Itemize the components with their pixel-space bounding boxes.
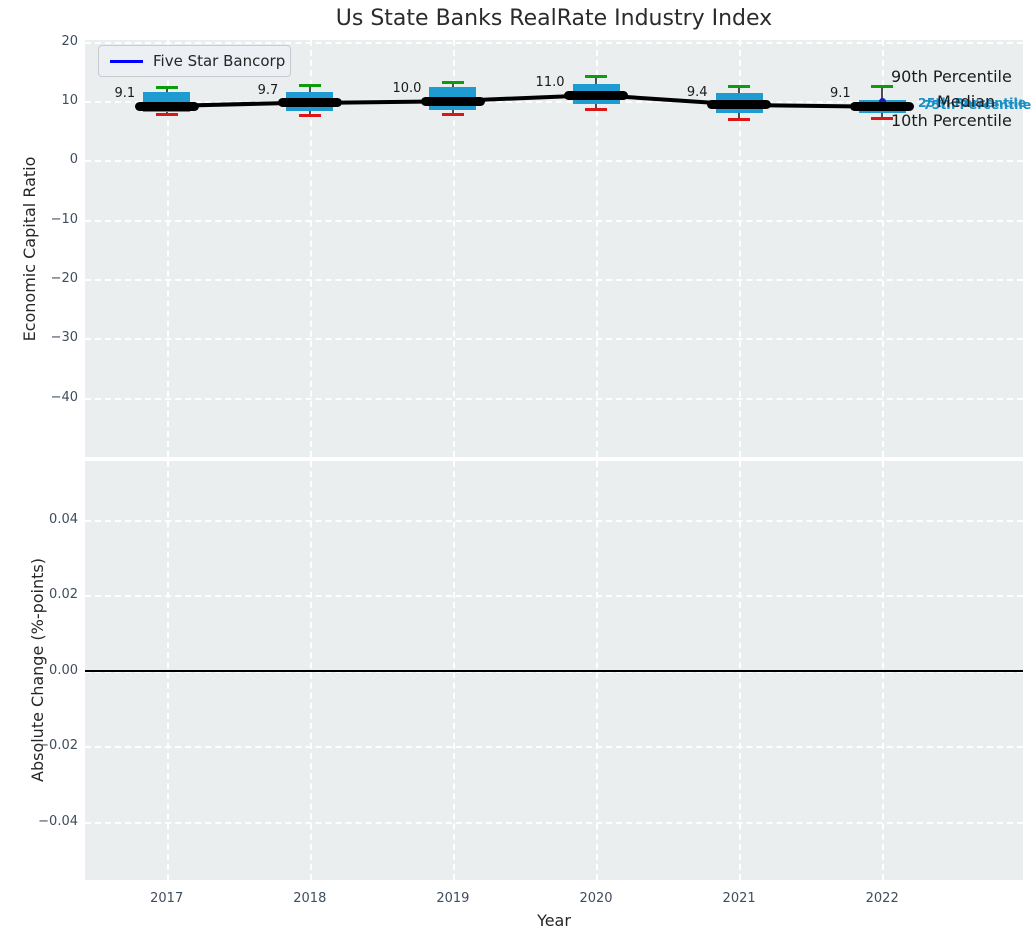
x-tick-label: 2019: [436, 891, 470, 906]
bottom-axes-plot-area: [85, 461, 1023, 880]
x-tick-label: 2018: [293, 891, 327, 906]
boxplot-10th-cap: [871, 116, 894, 120]
annotation-25th-percentile: 25th Percentile: [918, 95, 1027, 110]
annotation-median: Median: [937, 92, 996, 111]
gridline-vertical: [739, 40, 742, 457]
legend-line-sample-icon: [110, 59, 143, 63]
boxplot-90th-cap: [155, 85, 178, 89]
gridline-vertical: [882, 40, 885, 457]
gridline-vertical: [309, 40, 312, 457]
median-capsule: [277, 98, 342, 108]
x-axis-label: Year: [537, 911, 571, 930]
bottom-y-tick-label: 0.04: [49, 511, 78, 527]
zero-reference-line: [85, 669, 1023, 672]
gridline-horizontal: [85, 670, 1023, 673]
top-y-axis-label: Economic Capital Ratio: [20, 156, 39, 342]
boxplot-90th-cap: [298, 84, 321, 88]
x-tick-label: 2020: [579, 891, 613, 906]
top-axes-plot-area: 9.1 9.7 10.0 11.0 9.4 9.1: [85, 40, 1023, 457]
bottom-y-tick-label: −0.04: [38, 813, 78, 829]
median-capsule: [134, 101, 199, 111]
top-y-tick-label: −10: [50, 211, 78, 227]
boxplot-90th-cap: [585, 74, 607, 78]
gridline-horizontal: [85, 821, 1023, 824]
boxplot-10th-cap: [441, 113, 464, 117]
gridline-horizontal: [85, 101, 1023, 103]
boxplot-10th-cap: [155, 113, 178, 117]
top-y-tick-label: −40: [50, 389, 78, 405]
boxplot-90th-cap: [728, 85, 751, 89]
gridline-horizontal: [85, 278, 1023, 281]
chart-title: Us State Banks RealRate Industry Index: [335, 6, 773, 31]
boxplot-10th-cap: [585, 107, 607, 111]
top-y-tick-label: −30: [50, 330, 78, 346]
top-y-tick-label: 0: [69, 152, 78, 168]
point-value-label: 9.1: [830, 86, 851, 102]
gridline-horizontal: [85, 595, 1023, 598]
gridline-horizontal: [85, 219, 1023, 222]
gridline-horizontal: [85, 519, 1023, 522]
legend-label: Five Star Bancorp: [153, 52, 286, 70]
boxplot-90th-cap: [871, 85, 894, 89]
boxplot-90th-cap: [441, 80, 464, 84]
point-value-label: 11.0: [535, 75, 565, 91]
top-y-tick-label: 20: [61, 33, 78, 49]
gridline-vertical: [452, 40, 455, 457]
boxplot-10th-cap: [728, 118, 751, 122]
gridline-horizontal: [85, 160, 1023, 163]
top-y-tick-label: 10: [61, 93, 78, 108]
gridline-horizontal: [85, 746, 1023, 749]
median-capsule: [707, 100, 772, 110]
bottom-y-tick-label: −0.02: [38, 738, 78, 754]
gridline-horizontal: [85, 338, 1023, 341]
gridline-vertical: [166, 40, 169, 457]
x-tick-label: 2022: [865, 891, 899, 906]
top-y-tick-label: −20: [50, 270, 78, 286]
x-tick-label: 2021: [722, 891, 756, 906]
annotation-90th-percentile: 90th Percentile: [891, 67, 1012, 86]
point-value-label: 10.0: [392, 81, 422, 96]
bottom-y-tick-label: 0.00: [49, 662, 78, 678]
gridline-horizontal: [85, 397, 1023, 400]
legend-box: Five Star Bancorp: [98, 45, 291, 77]
annotation-10th-percentile: 10th Percentile: [891, 111, 1012, 130]
gridline-horizontal: [85, 41, 1023, 44]
x-tick-label: 2017: [150, 891, 184, 906]
gridline-vertical: [596, 40, 598, 457]
annotation-75th-percentile: 75th Percentile: [923, 97, 1032, 112]
median-capsule: [564, 90, 628, 100]
point-value-label: 9.4: [686, 84, 708, 100]
boxplot-10th-cap: [298, 113, 321, 117]
median-capsule: [850, 101, 915, 111]
point-value-label: 9.7: [257, 82, 279, 98]
bottom-y-tick-label: 0.02: [49, 587, 78, 603]
median-capsule: [420, 96, 485, 106]
point-value-label: 9.1: [114, 86, 136, 102]
